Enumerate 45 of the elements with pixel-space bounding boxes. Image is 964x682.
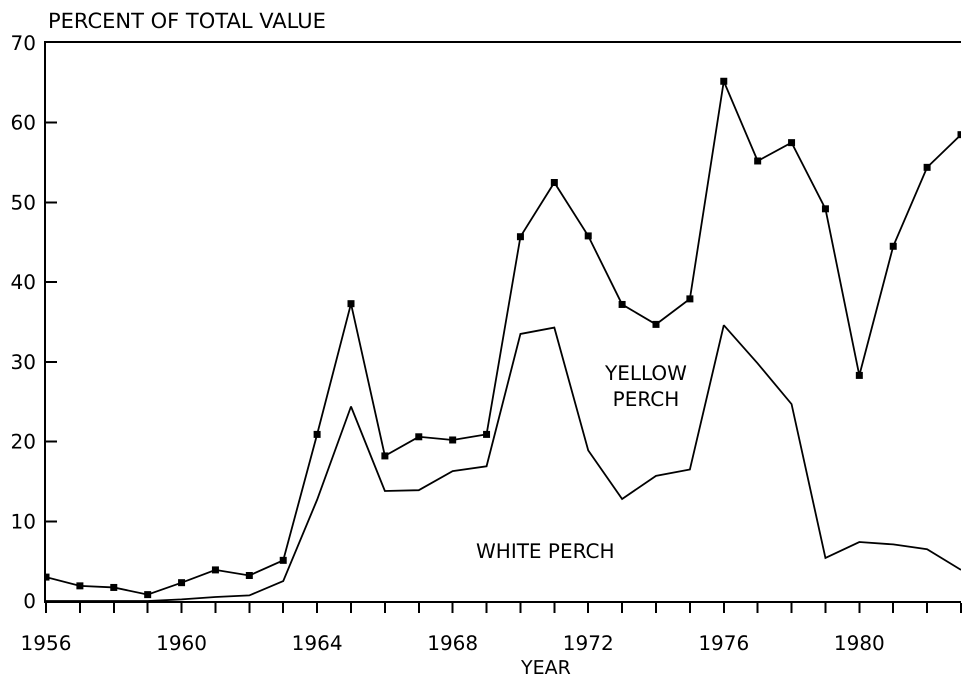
point xyxy=(178,579,186,586)
point xyxy=(822,205,829,212)
point xyxy=(720,78,728,85)
point xyxy=(550,179,558,186)
point xyxy=(76,582,84,590)
point xyxy=(890,242,897,250)
point xyxy=(652,320,660,328)
point xyxy=(686,295,694,302)
y-axis-title: PERCENT OF TOTAL VALUE xyxy=(48,9,326,33)
y-tick-label: 40 xyxy=(10,270,36,294)
annotation: WHITE PERCH xyxy=(476,539,615,563)
x-tick-label: 1980 xyxy=(834,631,885,655)
y-tick-label: 20 xyxy=(10,430,36,454)
point xyxy=(246,572,253,579)
x-tick-label: 1972 xyxy=(562,631,614,655)
point xyxy=(924,164,931,171)
y-tick-label: 30 xyxy=(10,350,36,374)
point xyxy=(280,556,287,564)
point xyxy=(212,566,219,574)
point xyxy=(314,430,321,438)
point xyxy=(618,300,626,308)
point xyxy=(449,436,456,444)
y-tick-label: 50 xyxy=(10,190,36,214)
y-tick-label: 70 xyxy=(10,31,36,55)
point xyxy=(483,430,490,438)
x-tick-label: 1964 xyxy=(292,631,343,655)
x-tick-label: 1960 xyxy=(156,631,208,655)
y-tick-label: 0 xyxy=(23,589,36,613)
point xyxy=(584,232,592,240)
point xyxy=(415,433,422,440)
x-tick-label: 1976 xyxy=(698,631,750,655)
x-axis-title: YEAR xyxy=(520,657,571,679)
y-tick-label: 10 xyxy=(10,509,36,534)
point xyxy=(754,157,762,164)
point xyxy=(144,591,152,598)
point xyxy=(381,452,388,460)
annotation: YELLOW PERCH xyxy=(604,361,688,411)
x-tick-label: 1968 xyxy=(427,631,478,655)
point xyxy=(110,584,118,591)
point xyxy=(516,233,524,240)
y-tick-label: 60 xyxy=(10,110,36,135)
point xyxy=(348,300,354,308)
point xyxy=(788,139,796,146)
x-tick-label: 1956 xyxy=(20,631,72,655)
point xyxy=(856,372,863,379)
